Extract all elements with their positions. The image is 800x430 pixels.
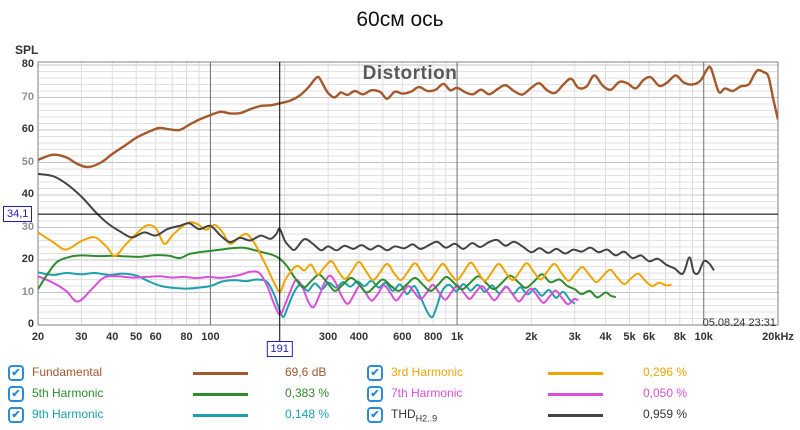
y-tick-40: 40 <box>21 188 34 200</box>
curve-5th-harmonic <box>38 246 617 299</box>
y-tick-20: 20 <box>21 253 34 265</box>
legend-row-9th-harmonic: ✔ 9th Harmonic 0,148 % <box>8 406 368 427</box>
cursor-freq-readout: 191 <box>266 341 293 357</box>
legend-label-9th-harmonic: 9th Harmonic <box>32 407 104 421</box>
y-tick-0: 0 <box>27 318 34 330</box>
legend-line-swatch-9th-harmonic <box>193 414 248 417</box>
y-axis-title: SPL <box>15 43 39 57</box>
legend-checkbox-thd[interactable]: ✔ <box>367 407 383 423</box>
x-tick-600: 600 <box>393 331 412 343</box>
legend-checkbox-fundamental[interactable]: ✔ <box>8 365 24 381</box>
legend-row-fundamental: ✔ Fundamental 69,6 dB <box>8 364 368 385</box>
plot-overlay-label: Distortion <box>362 63 458 84</box>
x-tick-2k: 2k <box>525 331 538 343</box>
legend: ✔ Fundamental 69,6 dB ✔ 5th Harmonic 0,383 % ✔… <box>0 361 800 430</box>
x-tick-20: 20 <box>31 331 45 343</box>
y-tick-70: 70 <box>21 90 34 103</box>
legend-row-5th-harmonic: ✔ 5th Harmonic 0,383 % <box>8 385 368 406</box>
legend-value-thd: 0,959 % <box>643 407 688 421</box>
y-tick-60: 60 <box>21 123 34 135</box>
cursor-spl-readout: 34,1 <box>3 206 33 223</box>
measurement-timestamp: 05.08.24 23:31 <box>702 317 776 329</box>
x-tick-5k: 5k <box>623 331 636 343</box>
y-tick-80: 80 <box>21 58 34 70</box>
x-tick-50: 50 <box>130 331 143 343</box>
x-tick-40: 40 <box>106 331 119 343</box>
x-tick-3k: 3k <box>568 331 581 343</box>
x-tick-30: 30 <box>75 331 88 343</box>
legend-value-9th-harmonic: 0,148 % <box>285 407 330 421</box>
x-tick-6k: 6k <box>642 331 656 343</box>
page-title: 60см ось <box>356 8 444 31</box>
y-tick-10: 10 <box>21 285 34 298</box>
legend-row-thd: ✔ THDH2..9 0,959 % <box>367 406 727 427</box>
x-tick-1k: 1k <box>450 331 464 343</box>
legend-value-5th-harmonic: 0,383 % <box>285 386 330 400</box>
x-tick-20khz: 20kHz <box>762 331 794 343</box>
legend-label-fundamental: Fundamental <box>32 365 103 379</box>
x-tick-400: 400 <box>349 331 369 343</box>
curve-thd <box>38 172 715 276</box>
x-tick-60: 60 <box>149 331 162 343</box>
x-tick-100: 100 <box>201 331 220 343</box>
x-tick-8k: 8k <box>673 331 686 343</box>
legend-checkbox-7th-harmonic[interactable]: ✔ <box>367 386 383 402</box>
legend-row-3rd-harmonic: ✔ 3rd Harmonic 0,296 % <box>367 364 727 385</box>
legend-value-7th-harmonic: 0,050 % <box>643 386 688 400</box>
legend-checkbox-5th-harmonic[interactable]: ✔ <box>8 386 24 402</box>
legend-line-swatch-7th-harmonic <box>548 393 603 396</box>
legend-value-fundamental: 69,6 dB <box>285 365 327 379</box>
x-tick-10k: 10k <box>694 331 713 343</box>
legend-checkbox-9th-harmonic[interactable]: ✔ <box>8 407 24 423</box>
legend-label-7th-harmonic: 7th Harmonic <box>391 386 463 400</box>
legend-line-swatch-thd <box>548 414 603 417</box>
x-tick-4k: 4k <box>599 331 612 343</box>
y-tick-50: 50 <box>21 155 34 168</box>
legend-value-3rd-harmonic: 0,296 % <box>643 365 688 379</box>
legend-label-5th-harmonic: 5th Harmonic <box>32 386 104 400</box>
legend-checkbox-3rd-harmonic[interactable]: ✔ <box>367 365 383 381</box>
x-tick-80: 80 <box>180 331 193 343</box>
curve-fundamental <box>38 65 778 169</box>
legend-row-7th-harmonic: ✔ 7th Harmonic 0,050 % <box>367 385 727 406</box>
legend-label-thd: THDH2..9 <box>391 407 438 424</box>
legend-line-swatch-fundamental <box>193 372 248 375</box>
legend-line-swatch-3rd-harmonic <box>548 372 603 375</box>
x-tick-800: 800 <box>423 331 443 343</box>
distortion-plot[interactable] <box>0 0 800 360</box>
x-tick-300: 300 <box>318 331 338 343</box>
y-tick-30: 30 <box>21 220 34 233</box>
legend-line-swatch-5th-harmonic <box>193 393 248 396</box>
legend-label-3rd-harmonic: 3rd Harmonic <box>391 365 464 379</box>
